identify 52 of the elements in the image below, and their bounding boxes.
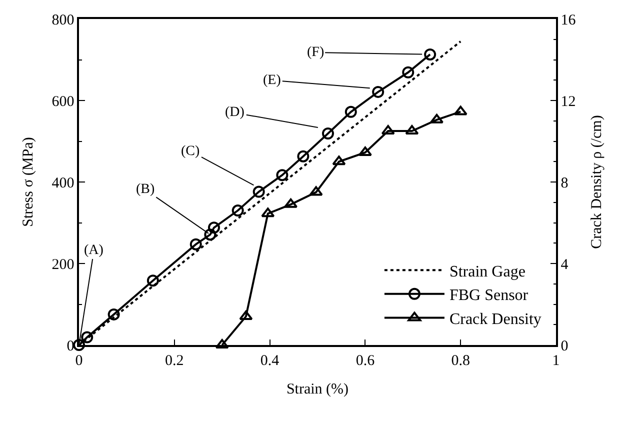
y-axis-title: Stress σ (MPa) [20, 137, 36, 227]
legend-label: Crack Density [449, 310, 542, 328]
point [276, 169, 288, 182]
y-tick-label: 200 [52, 256, 74, 273]
point [190, 238, 202, 250]
point [309, 186, 323, 196]
y2-tick-label: 8 [560, 175, 568, 192]
point [344, 106, 357, 118]
point [284, 198, 298, 208]
x-tick-label: 1 [552, 352, 560, 369]
y-tick-label: 800 [52, 12, 74, 28]
annotation: (B) [136, 182, 155, 197]
point [372, 86, 384, 98]
point [402, 66, 414, 78]
point [322, 128, 334, 140]
point [454, 106, 468, 116]
x-tick-label: 0.6 [356, 352, 376, 369]
x-tick-label: 0.8 [451, 352, 470, 369]
y2-tick-label: 16 [560, 12, 576, 28]
y2-tick-label: 0 [560, 338, 568, 354]
legend-label: FBG Sensor [449, 287, 529, 304]
point [73, 339, 85, 351]
y2-tick-label: 4 [560, 256, 569, 273]
legend-label: Strain Gage [449, 263, 526, 280]
point [405, 125, 419, 135]
point [252, 186, 265, 198]
annotation: (A) [84, 243, 104, 258]
point [332, 156, 346, 166]
point [297, 150, 310, 162]
y-tick-label: 0 [66, 338, 74, 354]
point [108, 308, 120, 320]
annotation: (F) [307, 45, 324, 60]
y-tick-label: 400 [52, 175, 74, 192]
x-axis-title: Strain (%) [286, 381, 349, 398]
point [358, 146, 372, 156]
x-tick-label: 0.2 [165, 352, 184, 369]
point [81, 331, 94, 344]
x-tick-label: 0.4 [260, 352, 280, 369]
point [208, 222, 220, 234]
point [381, 125, 395, 135]
annotation: (C) [181, 144, 200, 159]
annotation: (E) [263, 73, 282, 88]
point [146, 274, 159, 287]
point [204, 228, 216, 241]
point [424, 48, 436, 60]
y2-tick-label: 12 [560, 94, 576, 110]
point [232, 204, 244, 217]
point [261, 208, 275, 218]
y2-axis-title: Crack Density ρ (/cm) [588, 115, 605, 249]
point [239, 310, 253, 320]
y-tick-label: 600 [52, 94, 74, 110]
annotation: (D) [225, 105, 245, 120]
